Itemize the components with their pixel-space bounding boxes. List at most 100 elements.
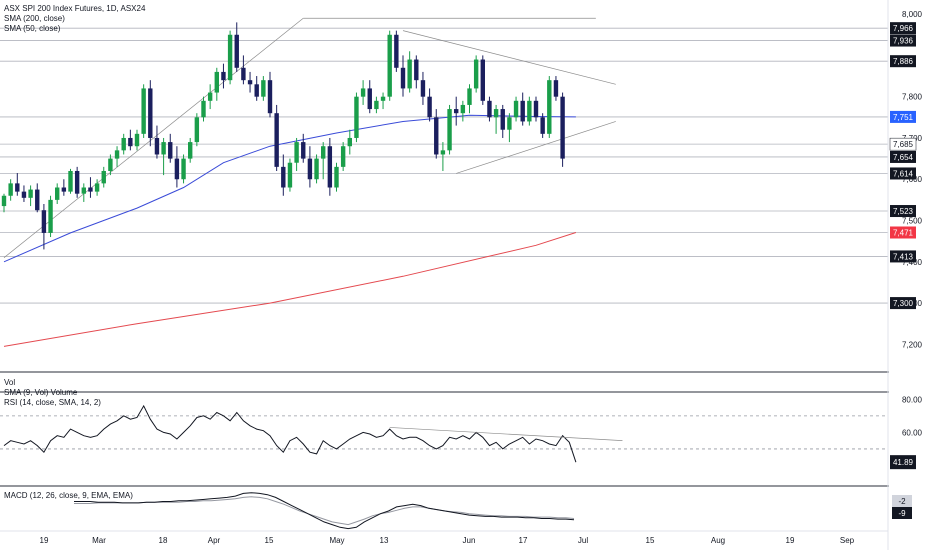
price-tag-label: 7,413 xyxy=(893,252,914,261)
candle-body xyxy=(267,80,273,114)
candle-body xyxy=(447,109,452,151)
moving-averages xyxy=(3,114,577,347)
candle-body xyxy=(141,88,146,134)
candle-body xyxy=(553,80,559,97)
candle-body xyxy=(307,158,313,180)
candle-body xyxy=(533,100,539,118)
candle-body xyxy=(414,59,419,81)
price-tag-label: 7,471 xyxy=(893,228,914,237)
candle-body xyxy=(281,166,286,188)
candle-body xyxy=(134,133,140,147)
price-tag xyxy=(889,137,917,151)
price-tag xyxy=(890,297,916,310)
candle-body xyxy=(181,158,186,180)
candle-body xyxy=(400,67,406,89)
trendline xyxy=(402,30,616,85)
time-tick: May xyxy=(329,536,344,545)
time-tick: Sep xyxy=(840,536,855,545)
candle-body xyxy=(327,146,333,188)
time-tick: Mar xyxy=(92,536,106,545)
candle-body xyxy=(8,183,13,196)
sma200-label: SMA (200, close) xyxy=(4,14,65,23)
candle-body xyxy=(161,142,166,155)
price-tag xyxy=(890,55,916,68)
candle-body xyxy=(74,170,80,194)
candle-body xyxy=(314,158,319,180)
time-tick: Jul xyxy=(578,536,588,545)
candle-body xyxy=(81,187,86,194)
price-tick: 7,800 xyxy=(902,93,923,102)
macd-signal-line xyxy=(74,496,575,526)
macd-label: MACD (12, 26, close, 9, EMA, EMA) xyxy=(4,491,133,500)
candle-body xyxy=(460,104,466,114)
price-tag-label: 7,685 xyxy=(893,140,914,149)
time-tick: 17 xyxy=(519,536,528,545)
candle-body xyxy=(1,195,7,207)
candle-body xyxy=(287,162,293,188)
time-tick: Jun xyxy=(463,536,476,545)
rsi-tick: 80.00 xyxy=(902,395,923,404)
candle-body xyxy=(394,34,399,68)
candle-body xyxy=(527,100,532,122)
candle-body xyxy=(480,59,485,101)
candle-body xyxy=(101,170,106,184)
candle-body xyxy=(360,88,366,97)
candle-body xyxy=(261,80,266,97)
macd-legend: MACD (12, 26, close, 9, EMA, EMA) xyxy=(4,491,133,501)
rsi-label: RSI (14, close, SMA, 14, 2) xyxy=(4,398,101,407)
candle-body xyxy=(367,88,372,110)
time-tick: Aug xyxy=(711,536,725,545)
price-tag-label: 7,936 xyxy=(893,37,914,46)
candle-body xyxy=(247,80,253,85)
time-axis: 19 Mar 18 Apr 15 May 13 Jun 17 Jul 15 Aug 19 Sep xyxy=(0,530,888,545)
volume-legend: Vol SMA (9, Vol) Volume RSI (14, close, … xyxy=(4,378,101,408)
macd-tag xyxy=(892,495,912,507)
candle-body xyxy=(507,117,512,130)
rsi-value-tag xyxy=(890,455,916,470)
candle-body xyxy=(427,96,432,118)
price-tick: 7,200 xyxy=(902,340,923,349)
candle-body xyxy=(321,146,326,159)
trendlines xyxy=(3,17,616,258)
candle-body xyxy=(234,34,239,68)
candle-body xyxy=(28,189,33,198)
candle-body xyxy=(500,109,505,130)
price-tag-label: 7,614 xyxy=(893,169,914,178)
price-tag xyxy=(890,226,916,239)
price-tick: 7,600 xyxy=(902,175,923,184)
candle-body xyxy=(55,187,60,200)
sma50-line xyxy=(3,114,576,263)
candle-body xyxy=(41,210,47,233)
candle-body xyxy=(207,92,213,101)
price-gridlines xyxy=(0,27,888,304)
candle-body xyxy=(347,137,352,147)
trendline xyxy=(456,121,616,174)
candle-body xyxy=(148,88,153,138)
candle-body xyxy=(201,100,206,118)
candle-body xyxy=(21,191,27,198)
rsi-pane xyxy=(0,404,888,463)
candle-body xyxy=(454,109,459,114)
candle-body xyxy=(48,199,53,233)
price-tag xyxy=(890,167,916,180)
candle-body xyxy=(108,158,113,171)
candle-body xyxy=(354,96,359,138)
macd-pane xyxy=(74,492,575,530)
candle-body xyxy=(174,158,180,180)
candle-body xyxy=(420,80,426,97)
price-tick: 7,500 xyxy=(902,217,923,226)
sma50-label: SMA (50, close) xyxy=(4,24,61,33)
candle-body xyxy=(227,34,233,81)
candle-body xyxy=(387,34,392,97)
price-tag xyxy=(890,22,916,35)
time-tick: 19 xyxy=(40,536,49,545)
candle-body xyxy=(168,142,173,159)
time-tick: 19 xyxy=(786,536,795,545)
candles xyxy=(1,22,565,250)
price-tag-label: 7,886 xyxy=(893,57,914,66)
candle-body xyxy=(560,96,565,159)
candle-body xyxy=(473,59,479,89)
rsi-value-label: 41.89 xyxy=(893,458,914,467)
candle-body xyxy=(188,142,193,159)
